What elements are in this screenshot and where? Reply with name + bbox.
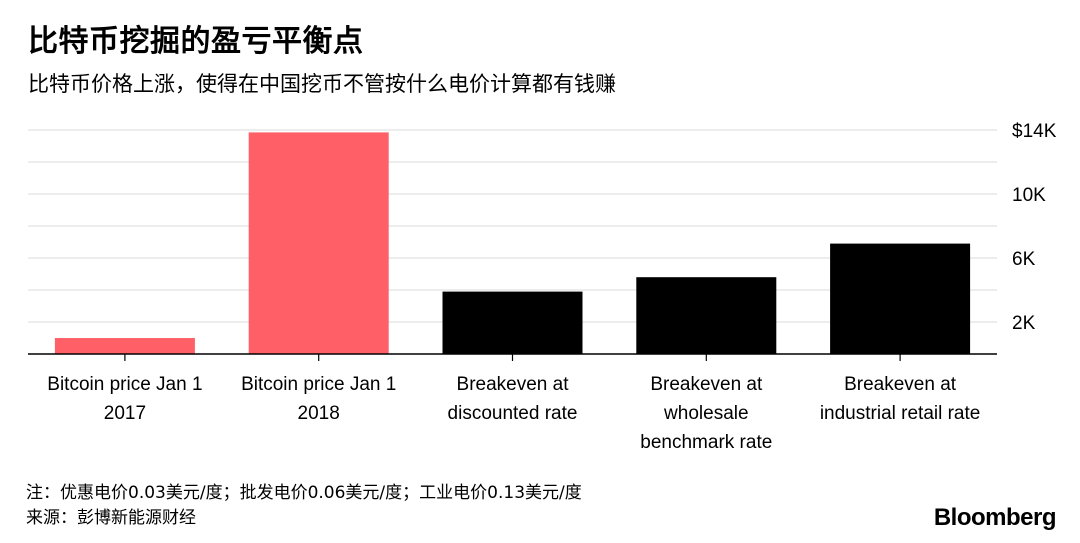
footnote-source: 来源：彭博新能源财经	[26, 508, 196, 528]
x-tick-label: Breakeven at wholesale benchmark rate	[640, 374, 772, 453]
x-tick-label-line: 2017	[104, 403, 146, 424]
bar	[636, 277, 777, 354]
x-tick-label: Bitcoin price Jan 1 2018	[241, 374, 396, 424]
x-tick-label-line: Breakeven at	[844, 374, 957, 395]
x-tick-label-line: Breakeven at	[650, 374, 763, 395]
y-tick-label: $14K	[1012, 121, 1057, 142]
x-tick-label-line: Breakeven at	[457, 374, 570, 395]
x-tick-label-line: Bitcoin price Jan 1	[241, 374, 396, 395]
bloomberg-logo: Bloomberg	[933, 504, 1057, 531]
chart-title: 比特币挖掘的盈亏平衡点	[28, 24, 364, 59]
footnote-note: 注：优惠电价0.03美元/度；批发电价0.06美元/度；工业电价0.13美元/度	[26, 483, 582, 503]
x-tick-label: Breakeven at industrial retail rate	[820, 374, 981, 424]
x-tick-label-line: Bitcoin price Jan 1	[47, 374, 202, 395]
bar	[54, 338, 195, 354]
bar	[248, 132, 389, 354]
y-tick-label: 10K	[1012, 185, 1046, 206]
x-tick-label-line: benchmark rate	[640, 432, 772, 453]
bar	[830, 243, 971, 354]
bar	[442, 291, 583, 354]
x-tick-label: Bitcoin price Jan 1 2017	[47, 374, 202, 424]
y-tick-label: 2K	[1012, 313, 1036, 334]
chart-subtitle: 比特币价格上涨，使得在中国挖币不管按什么电价计算都有钱赚	[28, 72, 616, 96]
x-tick-label-line: discounted rate	[448, 403, 578, 424]
y-tick-label: 6K	[1012, 249, 1036, 270]
x-tick-label: Breakeven at discounted rate	[448, 374, 578, 424]
x-tick-label-line: 2018	[298, 403, 340, 424]
x-tick-label-line: industrial retail rate	[820, 403, 981, 424]
x-tick-label-line: wholesale	[663, 403, 749, 424]
